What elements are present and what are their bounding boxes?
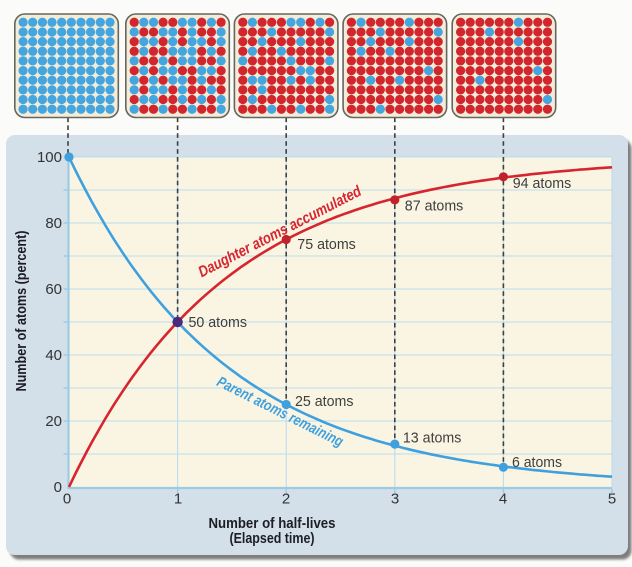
svg-text:50 atoms: 50 atoms [189, 314, 248, 331]
svg-text:Number of atoms (percent): Number of atoms (percent) [14, 230, 30, 391]
svg-text:94 atoms: 94 atoms [513, 175, 572, 192]
svg-text:20: 20 [45, 413, 62, 430]
svg-text:75 atoms: 75 atoms [297, 236, 356, 253]
svg-text:13 atoms: 13 atoms [403, 430, 462, 447]
svg-text:60: 60 [45, 281, 62, 298]
svg-text:(Elapsed time): (Elapsed time) [230, 531, 315, 547]
svg-text:3: 3 [391, 491, 399, 508]
svg-text:Number of half-lives: Number of half-lives [209, 516, 336, 532]
svg-text:1: 1 [174, 491, 182, 508]
svg-text:100: 100 [37, 149, 62, 166]
svg-text:0: 0 [54, 479, 62, 496]
svg-text:40: 40 [45, 347, 62, 364]
svg-text:87 atoms: 87 atoms [405, 197, 464, 214]
svg-text:5: 5 [608, 491, 616, 508]
svg-text:2: 2 [282, 491, 290, 508]
svg-text:80: 80 [45, 215, 62, 232]
svg-text:0: 0 [63, 491, 71, 508]
svg-text:6 atoms: 6 atoms [512, 454, 562, 471]
svg-text:25 atoms: 25 atoms [295, 393, 354, 410]
svg-text:4: 4 [499, 491, 507, 508]
